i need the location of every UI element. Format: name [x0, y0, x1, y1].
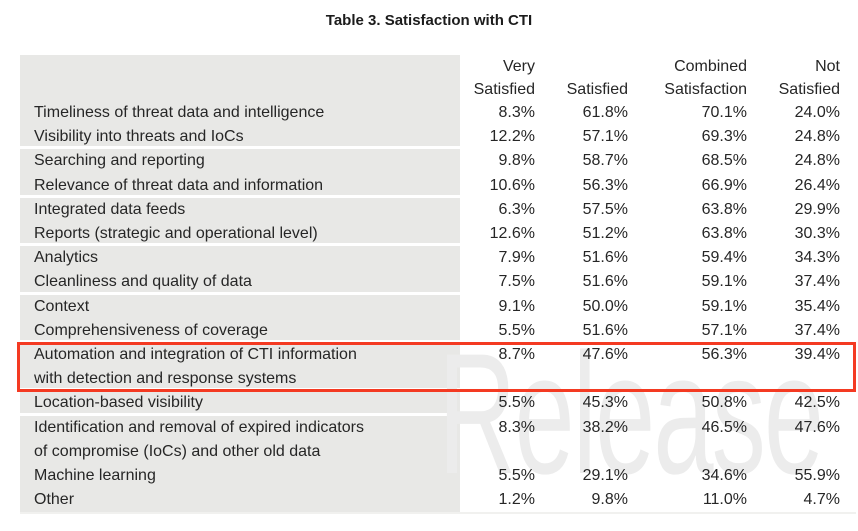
table-row: Integrated data feeds 6.3% 57.5% 63.8% 2…: [20, 197, 856, 223]
value-cell: 66.9%: [701, 176, 747, 194]
value-cell: 6.3%: [498, 200, 535, 218]
value-cell: 8.7%: [498, 346, 535, 364]
value-cell: 10.6%: [489, 176, 535, 194]
value-cell: 51.6%: [582, 249, 628, 267]
row-label: Machine learning: [20, 464, 460, 489]
value-cell: 42.5%: [794, 394, 840, 412]
value-cell: 51.2%: [582, 225, 628, 243]
value-cell: 37.4%: [794, 321, 840, 339]
row-label: Context: [20, 294, 460, 319]
row-label: Timeliness of threat data and intelligen…: [20, 101, 460, 126]
value-cell: 58.7%: [582, 152, 628, 170]
value-cell: 63.8%: [701, 200, 747, 218]
table-row: Analytics 7.9% 51.6% 59.4% 34.3%: [20, 246, 856, 271]
column-header-not-satisfied: Not Satisfied: [778, 58, 840, 98]
row-label: Automation and integration of CTI inform…: [20, 343, 460, 392]
value-cell: 5.5%: [498, 321, 535, 339]
table-title: Table 3. Satisfaction with CTI: [325, 12, 533, 29]
row-label: Integrated data feeds: [20, 197, 460, 223]
value-cell: 50.8%: [701, 394, 747, 412]
row-label: Searching and reporting: [20, 149, 460, 174]
table-row: Other 1.2% 9.8% 11.0% 4.7%: [20, 488, 856, 515]
value-cell: 24.0%: [794, 104, 840, 121]
value-cell: 46.5%: [701, 418, 747, 436]
value-cell: 57.1%: [701, 321, 747, 339]
value-cell: 63.8%: [701, 225, 747, 243]
header-row: Very Satisfied Satisfied Combined Satisfac…: [20, 55, 856, 101]
value-cell: 57.1%: [582, 128, 628, 146]
table-row: Timeliness of threat data and intelligen…: [20, 101, 856, 126]
value-cell: 59.1%: [701, 297, 747, 315]
value-cell: 12.2%: [489, 128, 535, 146]
value-cell: 55.9%: [794, 467, 840, 485]
value-cell: 56.3%: [582, 176, 628, 194]
table-row: Location-based visibility 5.5% 45.3% 50.…: [20, 391, 856, 416]
value-cell: 56.3%: [701, 346, 747, 364]
row-label: Relevance of threat data and information: [20, 173, 460, 198]
row-label: Cleanliness and quality of data: [20, 270, 460, 295]
row-label: Reports (strategic and operational level…: [20, 222, 460, 247]
value-cell: 50.0%: [582, 297, 628, 315]
value-cell: 34.6%: [701, 467, 747, 485]
row-label: Other: [20, 488, 460, 515]
value-cell: 70.1%: [701, 104, 747, 121]
value-cell: 5.5%: [498, 467, 535, 485]
value-cell: 57.5%: [582, 200, 628, 218]
value-cell: 59.4%: [701, 249, 747, 267]
value-cell: 9.8%: [498, 152, 535, 170]
table-row-highlighted: Automation and integration of CTI inform…: [20, 343, 856, 392]
value-cell: 9.1%: [498, 297, 535, 315]
value-cell: 47.6%: [582, 346, 628, 364]
value-cell: 61.8%: [582, 104, 628, 121]
value-cell: 69.3%: [701, 128, 747, 146]
value-cell: 9.8%: [535, 488, 628, 515]
row-label: Visibility into threats and IoCs: [20, 125, 460, 150]
table-row: Visibility into threats and IoCs 12.2% 5…: [20, 125, 856, 150]
table-row: Cleanliness and quality of data 7.5% 51.…: [20, 270, 856, 295]
value-cell: 39.4%: [794, 346, 840, 364]
table-row: Reports (strategic and operational level…: [20, 222, 856, 247]
table-row: Searching and reporting 9.8% 58.7% 68.5%…: [20, 149, 856, 174]
value-cell: 7.5%: [498, 273, 535, 291]
value-cell: 45.3%: [582, 394, 628, 412]
row-label: Analytics: [20, 246, 460, 271]
value-cell: 30.3%: [794, 225, 840, 243]
value-cell: 38.2%: [582, 418, 628, 436]
stub-header-cell: [20, 55, 460, 101]
column-header-very-satisfied: Very Satisfied: [473, 58, 535, 98]
table-row: Relevance of threat data and information…: [20, 173, 856, 198]
value-cell: 26.4%: [794, 176, 840, 194]
table-row: Machine learning 5.5% 29.1% 34.6% 55.9%: [20, 464, 856, 489]
value-cell: 8.3%: [498, 418, 535, 436]
value-cell: 7.9%: [498, 249, 535, 267]
value-cell: 5.5%: [498, 394, 535, 412]
value-cell: 29.1%: [582, 467, 628, 485]
value-cell: 12.6%: [489, 225, 535, 243]
value-cell: 24.8%: [794, 152, 840, 170]
value-cell: 59.1%: [701, 273, 747, 291]
column-header-satisfied: Satisfied: [566, 81, 628, 98]
value-cell: 68.5%: [701, 152, 747, 170]
value-cell: 34.3%: [794, 249, 840, 267]
value-cell: 1.2%: [460, 488, 535, 515]
table-row: Comprehensiveness of coverage 5.5% 51.6%…: [20, 318, 856, 344]
column-header-combined-satisfaction: Combined Satisfaction: [664, 58, 747, 98]
value-cell: 37.4%: [794, 273, 840, 291]
value-cell: 11.0%: [628, 488, 747, 515]
value-cell: 35.4%: [794, 297, 840, 315]
satisfaction-table: Very Satisfied Satisfied Combined Satisfac…: [20, 55, 856, 515]
row-label: Location-based visibility: [20, 391, 460, 416]
value-cell: 24.8%: [794, 128, 840, 146]
value-cell: 29.9%: [794, 200, 840, 218]
table-row: Context 9.1% 50.0% 59.1% 35.4%: [20, 294, 856, 319]
value-cell: 8.3%: [498, 104, 535, 121]
row-label: Identification and removal of expired in…: [20, 415, 460, 465]
value-cell: 51.6%: [582, 273, 628, 291]
row-label: Comprehensiveness of coverage: [20, 318, 460, 344]
value-cell: 4.7%: [747, 488, 856, 515]
table-row: Identification and removal of expired in…: [20, 415, 856, 465]
value-cell: 47.6%: [794, 418, 840, 436]
value-cell: 51.6%: [582, 321, 628, 339]
